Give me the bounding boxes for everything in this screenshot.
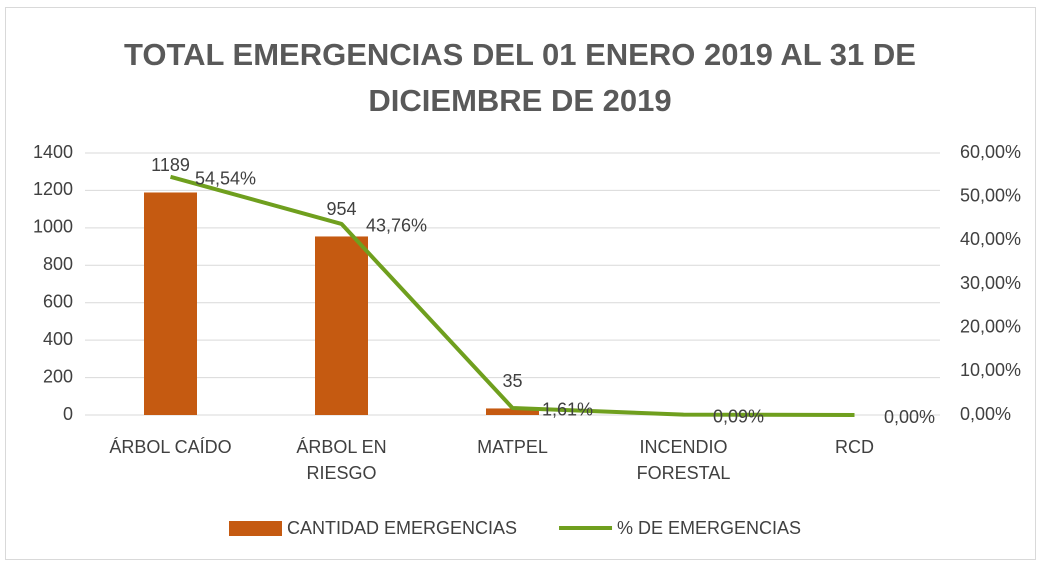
y2-tick-label: 40,00%: [960, 229, 1021, 249]
line: [169, 174, 855, 417]
legend-label: % DE EMERGENCIAS: [617, 518, 801, 538]
line-value-label: 54,54%: [195, 169, 256, 189]
y-tick-label: 400: [43, 329, 73, 349]
line-value-label: 0,00%: [884, 407, 935, 427]
y-tick-label: 1200: [33, 179, 73, 199]
x-tick-label: ÁRBOL EN RIESGO: [296, 437, 387, 483]
line-value-label: 43,76%: [366, 216, 427, 236]
y-tick-label: 0: [63, 404, 73, 424]
chart-border: [5, 7, 1036, 560]
y-tick-label: 600: [43, 291, 73, 311]
y2-tick-label: 30,00%: [960, 273, 1021, 293]
y-tick-label: 200: [43, 366, 73, 386]
x-tick-label: INCENDIO FORESTAL: [636, 437, 731, 483]
line-value-label: 0,09%: [713, 406, 764, 426]
legend-swatch: [229, 521, 282, 536]
bar: [315, 236, 368, 415]
y-tick-label: 800: [43, 254, 73, 274]
x-tick-label: MATPEL: [477, 437, 548, 457]
line-value-label: 1,61%: [542, 400, 593, 420]
y2-tick-label: 20,00%: [960, 316, 1021, 336]
y-tick-label: 1000: [33, 217, 73, 237]
y2-tick-label: 10,00%: [960, 360, 1021, 380]
bar-value-label: 954: [326, 199, 356, 219]
y2-tick-label: 60,00%: [960, 142, 1021, 162]
y-tick-label: 1400: [33, 142, 73, 162]
bar-value-label: 35: [502, 371, 522, 391]
bar-value-label: 1189: [151, 155, 190, 175]
y2-tick-label: 0,00%: [960, 404, 1011, 424]
y2-tick-label: 50,00%: [960, 185, 1021, 205]
x-tick-label: RCD: [835, 437, 874, 457]
legend-label: CANTIDAD EMERGENCIAS: [287, 518, 517, 538]
x-tick-label: ÁRBOL CAÍDO: [109, 437, 232, 457]
bar: [486, 408, 539, 415]
bar: [144, 192, 197, 415]
chart-title: TOTAL EMERGENCIAS DEL 01 ENERO 2019 AL 3…: [124, 37, 916, 118]
